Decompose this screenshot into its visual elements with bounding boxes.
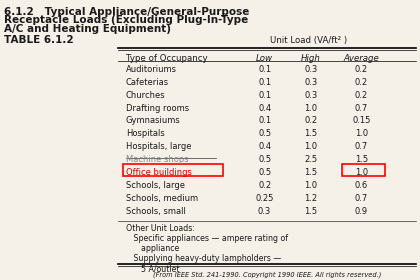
Text: 0.7: 0.7: [354, 104, 368, 113]
Text: Schools, medium: Schools, medium: [126, 194, 198, 203]
Text: Office buildings: Office buildings: [126, 168, 192, 177]
Text: 0.3: 0.3: [304, 91, 318, 100]
Text: Drafting rooms: Drafting rooms: [126, 104, 189, 113]
Text: 0.5: 0.5: [258, 155, 271, 164]
Text: Cafeterias: Cafeterias: [126, 78, 169, 87]
Text: 0.1: 0.1: [258, 78, 271, 87]
Text: appliance: appliance: [126, 244, 179, 253]
Text: 2.5: 2.5: [304, 155, 318, 164]
Text: 0.7: 0.7: [354, 194, 368, 203]
Text: 0.2: 0.2: [354, 91, 368, 100]
Text: 1.0: 1.0: [354, 129, 368, 138]
Text: 1.0: 1.0: [304, 104, 318, 113]
Text: 0.6: 0.6: [354, 181, 368, 190]
Text: Schools, large: Schools, large: [126, 181, 185, 190]
Text: Gymnasiums: Gymnasiums: [126, 116, 181, 125]
Text: Low: Low: [256, 54, 273, 63]
Text: 0.1: 0.1: [258, 91, 271, 100]
Text: 1.5: 1.5: [304, 129, 318, 138]
Text: 5 A/outlet: 5 A/outlet: [126, 265, 179, 274]
Text: 0.4: 0.4: [258, 142, 271, 151]
Text: 0.1: 0.1: [258, 116, 271, 125]
Text: 0.4: 0.4: [258, 104, 271, 113]
Text: 1.0: 1.0: [354, 168, 368, 177]
Text: Hospitals, large: Hospitals, large: [126, 142, 192, 151]
Text: Supplying heavy-duty lampholders —: Supplying heavy-duty lampholders —: [126, 255, 281, 263]
Text: Type of Occupancy: Type of Occupancy: [126, 54, 207, 63]
Text: 0.2: 0.2: [354, 65, 368, 74]
Text: 6.1.2   Typical Appliance/General-Purpose: 6.1.2 Typical Appliance/General-Purpose: [4, 7, 249, 17]
Text: 0.7: 0.7: [354, 142, 368, 151]
Text: 0.15: 0.15: [352, 116, 370, 125]
Text: 0.25: 0.25: [255, 194, 274, 203]
Text: 0.5: 0.5: [258, 129, 271, 138]
Text: Unit Load (VA/ft² ): Unit Load (VA/ft² ): [270, 36, 347, 45]
Text: 1.5: 1.5: [354, 155, 368, 164]
Text: 1.0: 1.0: [304, 142, 318, 151]
Text: 1.2: 1.2: [304, 194, 318, 203]
Text: 0.3: 0.3: [304, 65, 318, 74]
Text: TABLE 6.1.2: TABLE 6.1.2: [4, 35, 74, 45]
Text: 1.0: 1.0: [304, 181, 318, 190]
Text: 1.5: 1.5: [304, 207, 318, 216]
Text: 0.2: 0.2: [258, 181, 271, 190]
Text: 0.9: 0.9: [354, 207, 368, 216]
Text: Average: Average: [343, 54, 379, 63]
Text: (From IEEE Std. 241-1990. Copyright 1990 IEEE. All rights reserved.): (From IEEE Std. 241-1990. Copyright 1990…: [152, 272, 381, 278]
Text: A/C and Heating Equipment): A/C and Heating Equipment): [4, 24, 171, 34]
Text: Auditoriums: Auditoriums: [126, 65, 177, 74]
Text: 0.2: 0.2: [304, 116, 318, 125]
Text: Churches: Churches: [126, 91, 165, 100]
Text: Specific appliances — ampere rating of: Specific appliances — ampere rating of: [126, 234, 288, 243]
Text: Receptacle Loads (Excluding Plug-In-Type: Receptacle Loads (Excluding Plug-In-Type: [4, 15, 249, 25]
Text: Other Unit Loads:: Other Unit Loads:: [126, 224, 195, 233]
Text: 0.5: 0.5: [258, 168, 271, 177]
Text: 0.2: 0.2: [354, 78, 368, 87]
Text: Machine shops: Machine shops: [126, 155, 189, 164]
Text: Schools, small: Schools, small: [126, 207, 186, 216]
Text: 0.1: 0.1: [258, 65, 271, 74]
Text: 1.5: 1.5: [304, 168, 318, 177]
Text: 0.3: 0.3: [258, 207, 271, 216]
Text: High: High: [301, 54, 321, 63]
Text: Hospitals: Hospitals: [126, 129, 165, 138]
Text: 0.3: 0.3: [304, 78, 318, 87]
